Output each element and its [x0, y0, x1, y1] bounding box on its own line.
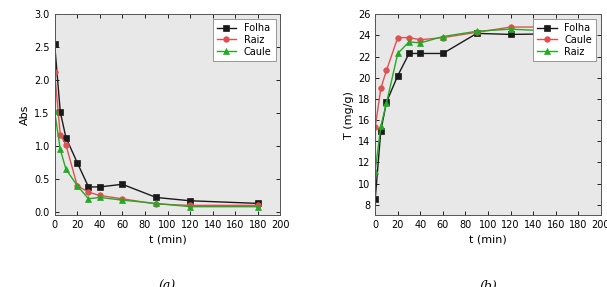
Folha [51, 42, 58, 46]
Folha [507, 33, 514, 36]
Line: Caule: Caule [52, 108, 260, 210]
Raiz [383, 101, 390, 105]
Folha [473, 32, 480, 35]
Folha [56, 110, 64, 114]
Raiz [119, 197, 126, 201]
Raiz [152, 202, 160, 206]
Raiz [507, 28, 514, 31]
Caule [254, 205, 262, 208]
X-axis label: t (min): t (min) [149, 234, 186, 244]
Raiz [56, 133, 64, 137]
Raiz [63, 143, 70, 146]
Raiz [575, 31, 582, 34]
Raiz [96, 194, 103, 197]
Folha [575, 32, 582, 35]
Raiz [73, 184, 81, 187]
Caule [63, 167, 70, 171]
Folha [73, 161, 81, 164]
Folha [119, 183, 126, 186]
Caule [383, 69, 390, 72]
Line: Folha: Folha [373, 31, 581, 202]
Folha [405, 52, 413, 55]
Caule [119, 198, 126, 202]
Folha [371, 198, 379, 201]
Caule [377, 87, 384, 90]
Line: Raiz: Raiz [373, 26, 581, 174]
Raiz [85, 191, 92, 194]
Legend: Folha, Caule, Raiz: Folha, Caule, Raiz [534, 19, 596, 61]
Raiz [377, 125, 384, 128]
Caule [152, 202, 160, 205]
Folha [416, 52, 424, 55]
Y-axis label: T (mg/g): T (mg/g) [344, 91, 354, 139]
X-axis label: t (min): t (min) [469, 234, 507, 244]
Caule [96, 196, 103, 199]
Caule [371, 126, 379, 129]
Y-axis label: Abs: Abs [20, 105, 30, 125]
Caule [439, 36, 447, 39]
Raiz [473, 30, 480, 33]
Folha [439, 52, 447, 55]
Folha [85, 185, 92, 189]
Caule [394, 36, 401, 39]
Raiz [371, 169, 379, 172]
Folha [63, 136, 70, 139]
Caule [416, 38, 424, 41]
Caule [507, 25, 514, 29]
Line: Caule: Caule [373, 24, 581, 130]
Line: Raiz: Raiz [52, 69, 260, 208]
Caule [405, 36, 413, 39]
Raiz [416, 41, 424, 44]
Folha [186, 199, 194, 203]
Raiz [394, 52, 401, 55]
Raiz [51, 71, 58, 74]
Caule [186, 205, 194, 208]
Folha [254, 202, 262, 205]
Line: Folha: Folha [52, 41, 260, 206]
Caule [473, 31, 480, 34]
Raiz [405, 40, 413, 44]
Text: (a): (a) [159, 280, 176, 287]
Legend: Folha, Raiz, Caule: Folha, Raiz, Caule [213, 19, 276, 61]
Caule [575, 25, 582, 29]
Folha [152, 196, 160, 199]
Folha [377, 129, 384, 132]
Folha [394, 74, 401, 77]
Folha [96, 185, 103, 189]
Caule [56, 148, 64, 151]
Text: (b): (b) [479, 280, 497, 287]
Raiz [254, 204, 262, 207]
Raiz [186, 204, 194, 207]
Folha [383, 100, 390, 104]
Caule [51, 109, 58, 113]
Raiz [439, 35, 447, 38]
Caule [85, 197, 92, 201]
Caule [73, 184, 81, 187]
